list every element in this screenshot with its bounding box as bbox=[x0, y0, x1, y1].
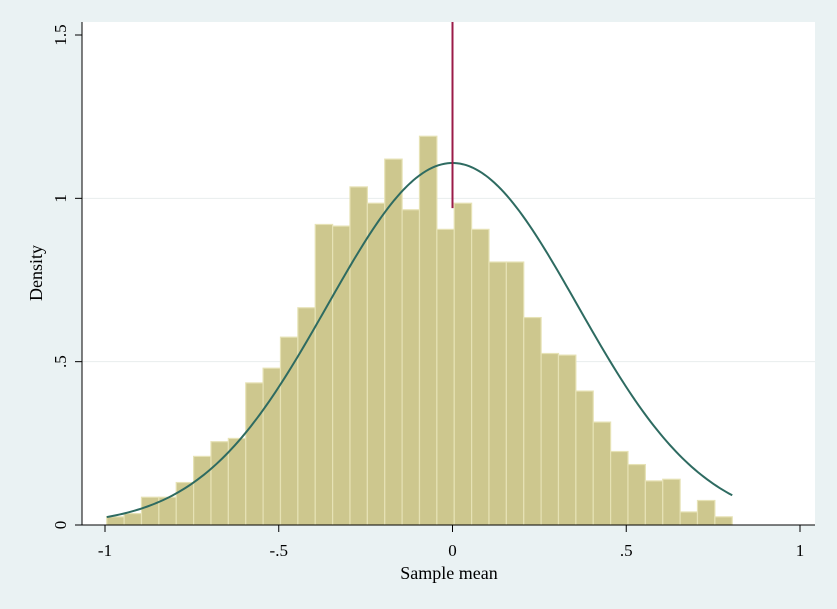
histogram-bar bbox=[471, 228, 490, 526]
histogram-bar bbox=[610, 450, 629, 526]
x-axis-title: Sample mean bbox=[400, 563, 497, 583]
histogram-bar bbox=[575, 390, 594, 526]
histogram-bar bbox=[193, 455, 212, 526]
normal-density-curve bbox=[106, 162, 733, 519]
histogram-bar bbox=[453, 202, 473, 526]
histogram-bar bbox=[696, 499, 716, 526]
histogram-bar bbox=[314, 223, 334, 526]
x-tick-label: 1 bbox=[796, 541, 805, 560]
y-axis-ticks: 0 .5 1 1.5 bbox=[51, 24, 82, 529]
y-tick-label: .5 bbox=[51, 355, 70, 368]
histogram-bar bbox=[505, 261, 525, 526]
histogram-bar bbox=[557, 354, 577, 526]
histogram-bar bbox=[627, 463, 646, 526]
histogram-bar bbox=[418, 135, 438, 526]
histogram-bar bbox=[714, 516, 733, 526]
histogram-bar bbox=[401, 209, 421, 526]
histogram-bar bbox=[279, 336, 299, 526]
x-tick-label: -.5 bbox=[270, 541, 288, 560]
histogram-bar bbox=[592, 421, 612, 526]
histogram-bar bbox=[488, 261, 507, 526]
y-tick-label: 0 bbox=[51, 521, 70, 530]
histogram-bar bbox=[366, 202, 386, 526]
x-axis-ticks: -1 -.5 0 .5 1 bbox=[98, 525, 804, 560]
histogram-bar bbox=[523, 316, 542, 526]
histogram-bars bbox=[106, 135, 733, 526]
x-tick-label: .5 bbox=[620, 541, 633, 560]
histogram-bar bbox=[349, 186, 368, 526]
histogram-bar bbox=[262, 367, 282, 526]
histogram-bar bbox=[123, 512, 143, 526]
y-tick-label: 1.5 bbox=[51, 24, 70, 45]
histogram-bar bbox=[106, 516, 125, 526]
histogram-bar bbox=[245, 382, 264, 526]
x-tick-label: -1 bbox=[98, 541, 112, 560]
histogram-bar bbox=[227, 437, 247, 526]
x-tick-label: 0 bbox=[448, 541, 457, 560]
y-axis-title: Density bbox=[26, 245, 46, 301]
histogram-bar bbox=[436, 228, 455, 526]
histogram-bar bbox=[662, 478, 681, 526]
histogram-bar bbox=[140, 496, 160, 526]
histogram-bar bbox=[384, 158, 403, 526]
histogram-bar bbox=[540, 352, 560, 526]
histogram-bar bbox=[644, 480, 664, 526]
histogram-bar bbox=[679, 511, 699, 526]
y-tick-label: 1 bbox=[51, 194, 70, 203]
